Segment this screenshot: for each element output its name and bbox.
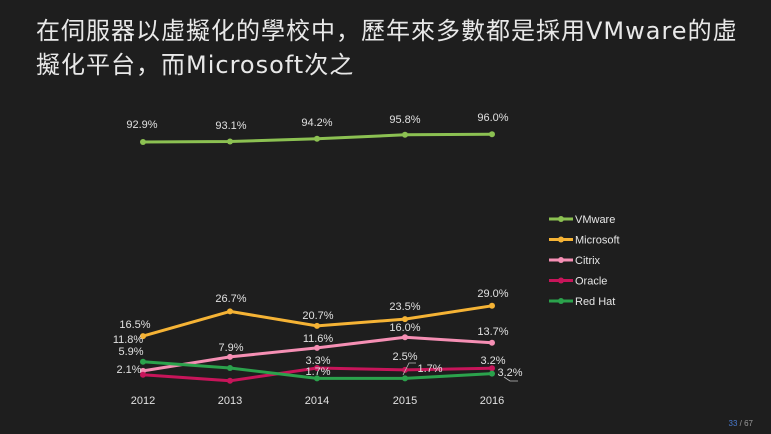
point-red-hat-2015 xyxy=(402,375,408,382)
point-red-hat-2012 xyxy=(140,358,146,365)
point-vmware-2016 xyxy=(489,131,495,138)
point-citrix-2016 xyxy=(489,339,495,346)
page-number: 33 / 67 xyxy=(729,419,753,428)
x-tick-2014: 2014 xyxy=(305,395,329,407)
data-label-vmware-2014: 94.2% xyxy=(301,117,332,129)
data-label-citrix-2013: 7.9% xyxy=(218,342,243,354)
data-label-oracle-2012: 11.8% xyxy=(113,334,144,346)
point-citrix-2015 xyxy=(402,334,408,341)
data-label-oracle-2015: 2.5% xyxy=(392,351,417,363)
point-microsoft-2014 xyxy=(314,322,320,329)
label-leader-line xyxy=(402,362,416,376)
data-label-vmware-2015: 95.8% xyxy=(389,114,420,126)
data-label-red-hat-2016: 3.2% xyxy=(497,367,522,379)
legend-label-red-hat: Red Hat xyxy=(575,296,615,308)
data-label-oracle-2016: 3.2% xyxy=(480,355,505,367)
point-vmware-2013 xyxy=(227,138,233,145)
point-citrix-2014 xyxy=(314,344,320,351)
data-label-citrix-2016: 13.7% xyxy=(477,326,508,338)
legend-label-citrix: Citrix xyxy=(575,255,601,267)
point-red-hat-2016 xyxy=(489,370,495,377)
point-vmware-2015 xyxy=(402,131,408,138)
point-vmware-2014 xyxy=(314,135,320,142)
data-label-microsoft-2015: 23.5% xyxy=(389,301,420,313)
page-title: 在伺服器以虛擬化的學校中，歷年來多數都是採用VMware的虛擬化平台，而Micr… xyxy=(36,17,738,79)
point-red-hat-2014 xyxy=(314,375,320,382)
data-label-microsoft-2012: 16.5% xyxy=(119,319,150,331)
data-label-vmware-2016: 96.0% xyxy=(477,112,508,124)
data-label-vmware-2013: 93.1% xyxy=(215,120,246,132)
x-tick-2016: 2016 xyxy=(480,395,504,407)
data-label-red-hat-2015: 1.7% xyxy=(417,363,442,375)
point-oracle-2016 xyxy=(489,365,495,372)
x-axis-ticks: 2012 2013 2014 2015 2016 xyxy=(131,395,504,407)
point-vmware-2012 xyxy=(140,139,146,145)
data-label-citrix-2012: 2.1% xyxy=(116,364,141,376)
x-tick-2013: 2013 xyxy=(218,395,242,407)
label-leader-line xyxy=(503,376,518,382)
point-citrix-2013 xyxy=(227,353,233,360)
point-microsoft-2013 xyxy=(227,308,233,315)
data-label-vmware-2012: 92.9% xyxy=(126,119,157,131)
page-total: 67 xyxy=(744,419,753,428)
point-oracle-2015 xyxy=(402,366,408,373)
legend-label-microsoft: Microsoft xyxy=(575,235,620,247)
legend-marker-oracle xyxy=(558,277,564,284)
legend-marker-microsoft xyxy=(558,236,564,243)
point-oracle-2013 xyxy=(227,377,233,384)
legend-marker-vmware xyxy=(558,216,564,222)
data-label-microsoft-2014: 20.7% xyxy=(302,310,333,322)
data-label-citrix-2014: 11.6% xyxy=(303,333,334,345)
point-microsoft-2016 xyxy=(489,302,495,309)
data-label-citrix-2015: 16.0% xyxy=(389,322,420,334)
data-labels-layer: 92.9% 93.1% 94.2% 95.8% 96.0% 16.5% 26.7% 20.7%… xyxy=(113,112,523,382)
x-tick-2012: 2012 xyxy=(131,395,155,407)
point-red-hat-2013 xyxy=(227,365,233,371)
series-layer xyxy=(140,131,495,384)
data-label-microsoft-2013: 26.7% xyxy=(215,293,246,305)
point-microsoft-2015 xyxy=(402,316,408,323)
point-microsoft-2012 xyxy=(140,333,146,340)
page-separator: / xyxy=(737,419,745,428)
legend-marker-red-hat xyxy=(558,298,564,304)
data-label-red-hat-2014: 1.7% xyxy=(305,366,330,378)
legend-label-oracle: Oracle xyxy=(575,276,607,288)
data-label-red-hat-2012: 5.9% xyxy=(118,346,143,358)
legend-marker-citrix xyxy=(558,257,564,263)
point-oracle-2012 xyxy=(140,371,146,378)
data-label-microsoft-2016: 29.0% xyxy=(477,288,508,300)
legend-label-vmware: VMware xyxy=(575,214,615,226)
page-current: 33 xyxy=(728,419,738,428)
data-label-oracle-2014: 3.3% xyxy=(305,355,330,367)
legend: VMware Microsoft Citrix Oracle Red Hat xyxy=(549,214,620,308)
point-oracle-2014 xyxy=(314,365,320,371)
x-tick-2015: 2015 xyxy=(393,395,417,407)
